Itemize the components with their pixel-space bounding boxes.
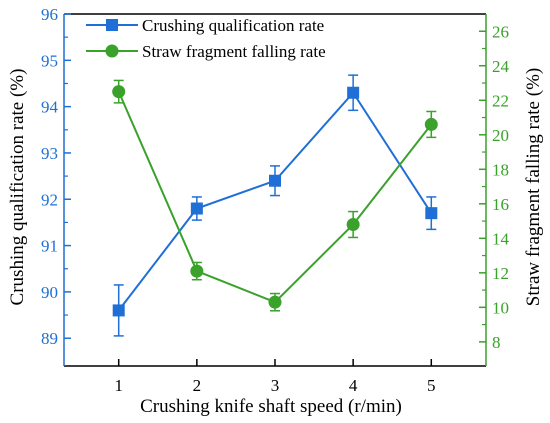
left-y-axis-label: Crushing qualification rate (%): [7, 69, 28, 306]
x-tick-label: 5: [427, 376, 436, 395]
right-tick-label: 12: [492, 264, 509, 283]
left-tick-label: 90: [41, 283, 58, 302]
legend-marker: [105, 44, 119, 58]
data-point: [347, 86, 360, 99]
data-point: [190, 264, 204, 278]
left-tick-label: 95: [41, 51, 58, 70]
data-point: [112, 304, 125, 317]
x-axis: 1 2 3 4 5: [114, 359, 436, 395]
data-point: [112, 85, 126, 99]
x-tick-label: 1: [114, 376, 123, 395]
series-layer: [112, 74, 438, 337]
right-tick-label: 16: [492, 195, 509, 214]
right-tick-label: 26: [492, 22, 509, 41]
right-tick-label: 10: [492, 298, 509, 317]
right-tick-label: 20: [492, 126, 509, 145]
left-y-axis: 89 90 91 92 93 94 95 96: [41, 5, 71, 366]
data-point: [425, 207, 438, 220]
right-tick-label: 22: [492, 91, 509, 110]
right-tick-label: 8: [492, 333, 501, 352]
x-axis-label: Crushing knife shaft speed (r/min): [140, 396, 402, 417]
left-tick-label: 93: [41, 144, 58, 163]
right-y-axis-label: Straw fragment falling rate (%): [523, 68, 544, 306]
x-tick-label: 4: [349, 376, 358, 395]
series-1: [112, 74, 438, 337]
right-tick-label: 24: [492, 57, 510, 76]
data-point: [346, 218, 360, 232]
left-tick-label: 91: [41, 237, 58, 256]
left-tick-label: 89: [41, 329, 58, 348]
series-line: [117, 91, 433, 304]
right-y-axis: 8 10 12 14 16 18 20 22 24 26: [479, 14, 510, 366]
data-point: [190, 202, 203, 215]
legend-label: Straw fragment falling rate: [142, 42, 326, 61]
data-point: [424, 117, 438, 131]
legend-item: Straw fragment falling rate: [86, 42, 326, 61]
legend-label: Crushing qualification rate: [142, 16, 324, 35]
right-tick-label: 14: [492, 229, 510, 248]
right-tick-label: 18: [492, 160, 509, 179]
legend-item: Crushing qualification rate: [86, 16, 324, 35]
data-point: [269, 174, 281, 187]
left-tick-label: 94: [41, 98, 59, 117]
legend-marker: [106, 19, 118, 31]
x-tick-label: 2: [193, 376, 202, 395]
x-tick-label: 3: [271, 376, 280, 395]
left-tick-label: 96: [41, 5, 58, 24]
series-2: [112, 79, 438, 312]
left-tick-label: 92: [41, 190, 58, 209]
legend: Crushing qualification rate Straw fragmen…: [86, 16, 326, 61]
data-point: [268, 295, 282, 309]
